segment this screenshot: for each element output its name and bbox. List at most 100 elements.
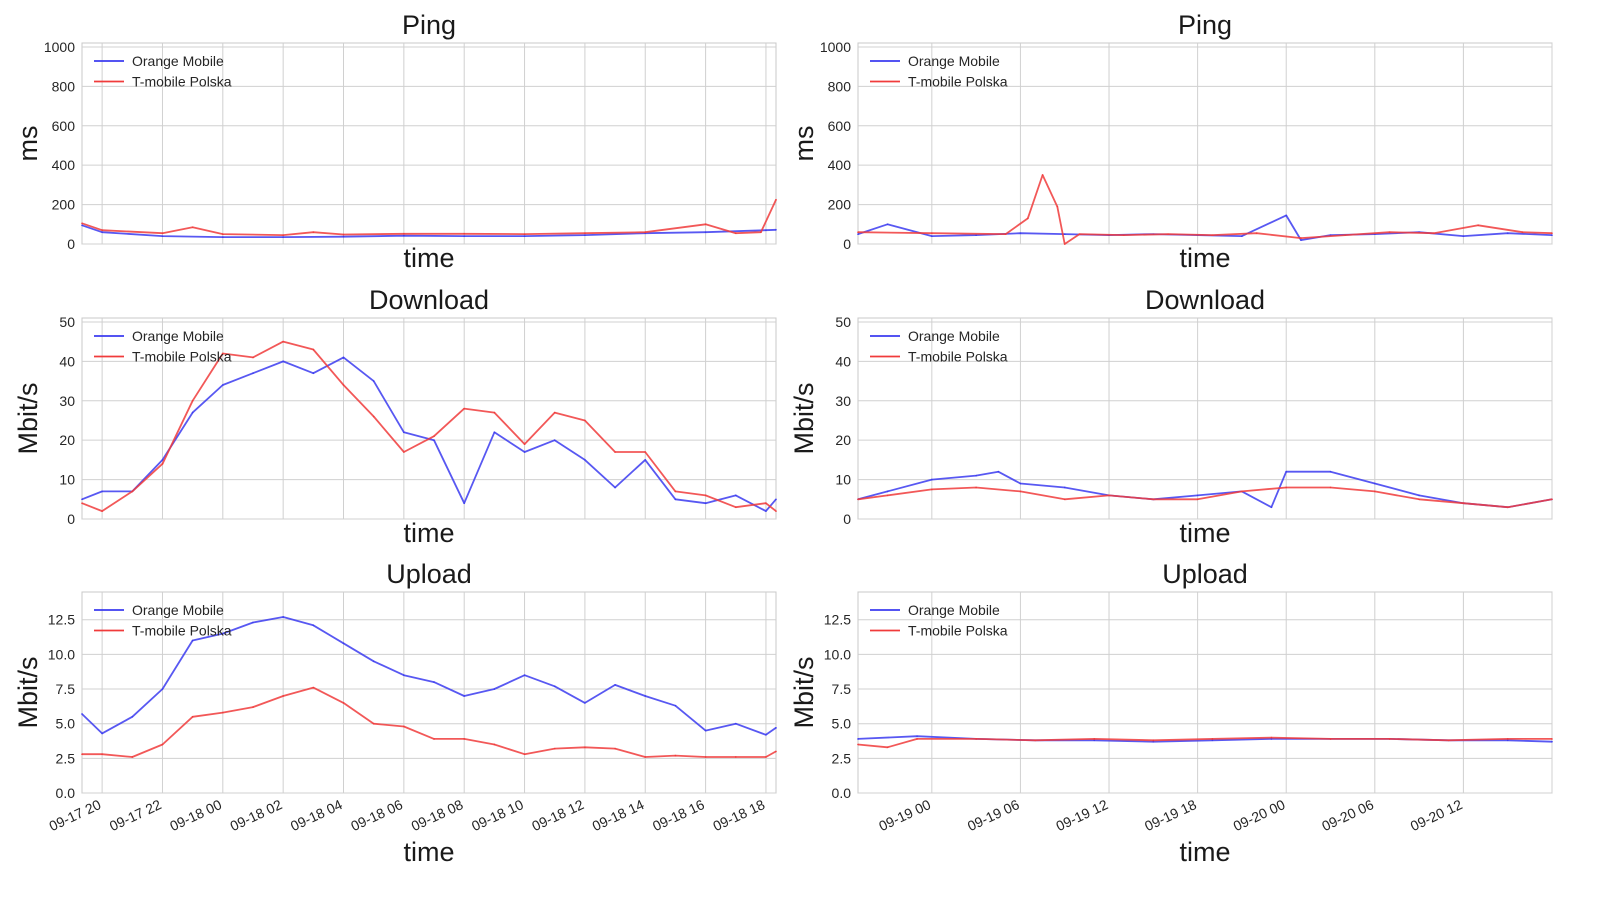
data-point [523,674,526,676]
data-point [644,451,647,453]
data-point [372,660,375,663]
data-point [523,235,526,237]
data-point [614,451,616,453]
chart-6: 0.0 2.5 5.0 7.5 10.0 12.5 09-19 00 09-19 06 09-1… [789,559,1553,867]
y-tick-label: 800 [52,78,76,94]
x-tick-label: 09-18 04 [288,796,345,834]
x-tick-label: 09-18 12 [529,796,586,834]
data-point [161,459,164,461]
data-point [1152,739,1155,742]
y-tick-label: 10 [835,472,851,488]
data-point [1447,739,1450,742]
data-point [1506,739,1509,742]
data-point [1344,234,1347,236]
data-point [403,431,405,434]
data-point [463,232,466,235]
x-tick-label: 09-18 00 [167,796,224,834]
data-point [1270,738,1273,740]
data-point [704,502,707,505]
data-point [1551,738,1553,740]
data-point [765,229,767,232]
data-point [857,498,859,501]
data-point [101,510,103,512]
data-point [1285,486,1288,489]
data-point [101,753,103,755]
data-point [644,756,647,758]
y-axis-label: ms [789,126,819,162]
data-point [161,688,164,690]
data-point [916,738,918,740]
x-tick-label: 09-18 06 [348,796,405,834]
data-point [1285,214,1288,217]
data-point [1152,498,1155,501]
data-point [704,231,707,233]
data-point [252,621,254,624]
data-point [131,715,134,718]
data-point [975,738,977,740]
x-tick-label: 09-18 08 [409,796,466,834]
y-tick-label: 50 [59,314,75,330]
data-point [222,233,224,235]
chart-title: Download [1145,285,1265,315]
data-point [1270,506,1273,508]
data-point [857,233,859,235]
x-axis-label: time [1179,518,1230,548]
data-point [1078,233,1081,235]
data-point [1300,239,1302,241]
data-point [931,478,933,481]
y-axis-label: Mbit/s [13,382,43,454]
data-point [584,459,586,461]
data-point [1196,498,1199,501]
y-tick-label: 30 [59,393,75,409]
data-point [81,753,83,755]
data-point [886,223,889,226]
data-point [775,750,777,753]
y-tick-label: 800 [828,78,852,94]
data-point [1521,231,1524,233]
data-point [1374,490,1376,493]
data-point [1329,738,1332,740]
data-point [1418,498,1420,501]
data-point [403,451,405,453]
data-point [403,234,405,237]
data-point [674,704,677,707]
data-point [584,746,586,749]
plot-area [857,591,1553,794]
y-tick-label: 0 [843,511,851,527]
data-point [1063,486,1066,489]
chart-title: Ping [1178,10,1232,40]
y-tick-label: 600 [52,118,76,134]
data-point [1285,470,1288,473]
chart-title: Ping [402,10,456,40]
data-point [1433,232,1435,234]
data-point [886,490,889,493]
data-point [931,235,933,237]
chart-4: 0 10 20 30 40 50 Orange Mobile T-mobile Polska D… [789,285,1553,548]
data-point [191,639,194,642]
data-point [1093,738,1096,740]
data-point [765,502,767,505]
data-point [584,234,586,236]
data-point [191,399,194,402]
data-point [161,463,164,465]
data-point [222,352,224,355]
y-tick-label: 20 [59,432,75,448]
data-point [765,733,767,736]
data-point [734,722,737,725]
data-point [1152,740,1155,743]
x-tick-label: 09-19 18 [1142,796,1199,834]
x-tick-label: 09-18 16 [650,796,707,834]
data-point [931,488,933,491]
data-point [704,756,707,758]
data-point [403,725,405,728]
legend-label: T-mobile Polska [908,349,1008,365]
x-tick-label: 09-19 06 [965,796,1022,834]
data-point [1551,234,1553,236]
data-point [372,722,375,725]
data-point [312,624,315,627]
y-tick-label: 2.5 [56,750,76,766]
data-point [342,642,345,645]
data-point [1019,232,1022,234]
data-point [463,235,466,237]
data-point [886,746,889,749]
